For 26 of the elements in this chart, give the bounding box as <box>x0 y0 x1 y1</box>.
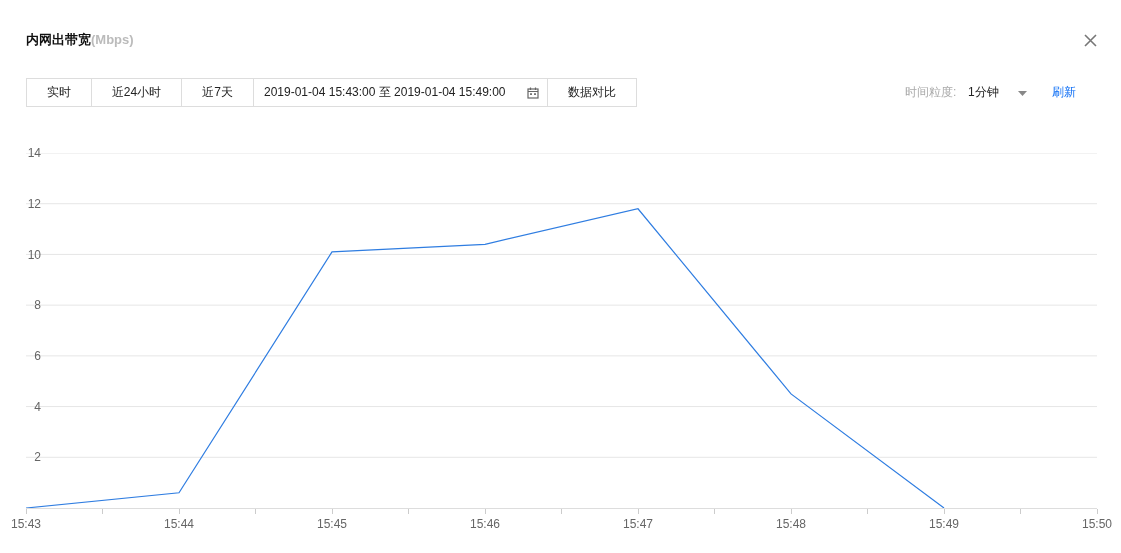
y-tick-label: 6 <box>34 349 42 364</box>
y-tick-label: 4 <box>34 399 42 414</box>
x-tick-label: 15:45 <box>316 517 348 532</box>
x-tick-label: 15:43 <box>10 517 42 532</box>
text: 近24小时 <box>111 85 162 99</box>
line-series <box>26 208 945 508</box>
text: 刷新 <box>1052 84 1076 101</box>
y-tick-label: 2 <box>34 450 42 465</box>
text: 时间粒度: <box>905 84 957 101</box>
text: 实时 <box>47 85 71 99</box>
x-tick-label: 15:44 <box>163 517 195 532</box>
x-tick-label: 15:50 <box>1081 517 1113 532</box>
x-tick-label: 15:46 <box>469 517 501 532</box>
text: 1分钟 <box>968 84 999 101</box>
chart-subtitle: (Mbps) <box>91 32 134 47</box>
text: 2019-01-04 15:43:00 至 2019-01-04 15:49:00 <box>264 85 506 99</box>
x-tick-label: 15:48 <box>775 517 807 532</box>
y-tick-label: 14 <box>27 146 42 161</box>
x-tick-label: 15:47 <box>622 517 654 532</box>
y-tick-label: 8 <box>34 298 42 313</box>
chart-title: 内网出带宽 <box>26 32 91 47</box>
text: 近7天 <box>202 85 233 99</box>
text: 数据对比 <box>568 85 616 99</box>
x-tick-label: 15:49 <box>928 517 960 532</box>
y-tick-label: 12 <box>27 196 42 211</box>
y-tick-label: 10 <box>27 247 42 262</box>
